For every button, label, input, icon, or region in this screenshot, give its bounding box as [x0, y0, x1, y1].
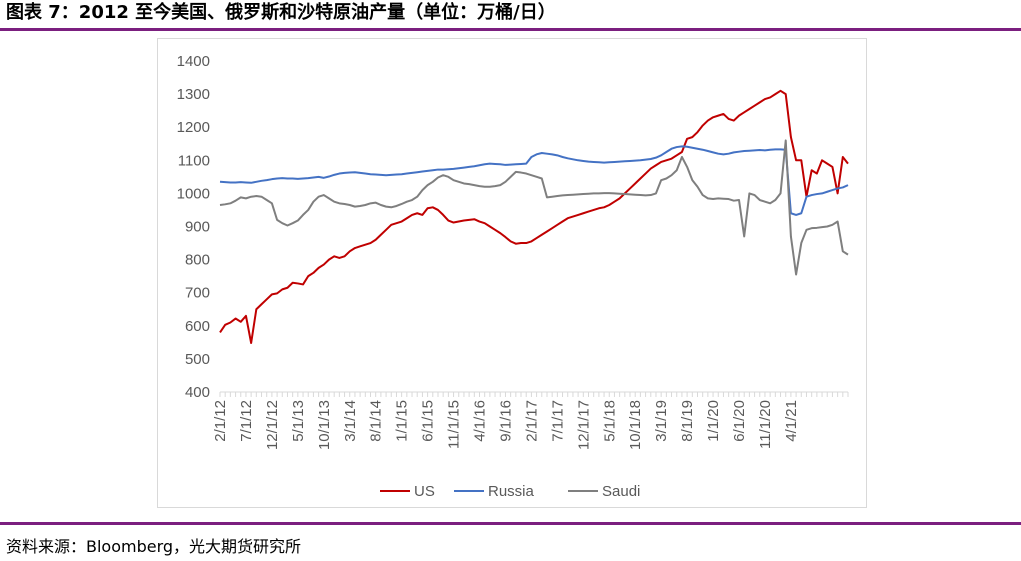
x-tick-label: 5/1/13 [290, 400, 307, 442]
x-tick-label: 2/1/17 [523, 400, 540, 442]
x-tick-label: 10/1/13 [316, 400, 333, 450]
x-tick-label: 8/1/19 [679, 400, 696, 442]
y-tick-label: 1000 [177, 185, 210, 202]
x-tick-label: 2/1/12 [212, 400, 229, 442]
source-note: 资料来源：Bloomberg，光大期货研究所 [6, 537, 302, 556]
x-tick-label: 10/1/18 [627, 400, 644, 450]
x-tick-label: 9/1/16 [497, 400, 514, 442]
line-chart: 400 500 600 700 800 900 1000 1100 1200 1300 1400 2/… [177, 53, 849, 500]
top-rule [0, 28, 1021, 31]
x-tick-label: 6/1/20 [731, 400, 748, 442]
x-tick-label: 4/1/16 [472, 400, 489, 442]
y-tick-label: 800 [185, 252, 210, 269]
y-tick-label: 1400 [177, 53, 210, 70]
x-tick-label: 3/1/14 [342, 400, 359, 442]
x-tick-label: 8/1/14 [368, 400, 385, 442]
x-tick-label: 12/1/12 [264, 400, 281, 450]
y-tick-label: 1200 [177, 119, 210, 136]
x-tick-label: 7/1/12 [238, 400, 255, 442]
legend-label-saudi: Saudi [602, 483, 640, 500]
x-tick-label: 12/1/17 [575, 400, 592, 450]
x-tick-label: 1/1/15 [394, 400, 411, 442]
series-line-russia [219, 145, 849, 216]
chart-area: 400 500 600 700 800 900 1000 1100 1200 1300 1400 2/… [157, 38, 867, 508]
figure-title: 图表 7：2012 至今美国、俄罗斯和沙特原油产量（单位：万桶/日） [6, 2, 556, 23]
series-line-saudi [219, 139, 849, 276]
x-tick-label: 1/1/20 [705, 400, 722, 442]
y-tick-label: 400 [185, 384, 210, 401]
legend-label-russia: Russia [488, 483, 535, 500]
series-line-us [219, 89, 849, 345]
x-tick-label: 3/1/19 [653, 400, 670, 442]
legend-label-us: US [414, 483, 435, 500]
y-tick-label: 1300 [177, 86, 210, 103]
y-tick-label: 900 [185, 219, 210, 236]
x-tick-label: 6/1/15 [420, 400, 437, 442]
x-tick-label: 11/1/15 [446, 400, 463, 449]
y-tick-label: 600 [185, 318, 210, 335]
y-tick-label: 500 [185, 351, 210, 368]
x-tick-label: 7/1/17 [549, 400, 566, 442]
y-tick-label: 1100 [178, 152, 210, 169]
y-tick-label: 700 [185, 285, 210, 302]
x-tick-label: 4/1/21 [783, 400, 800, 442]
x-tick-label: 5/1/18 [601, 400, 618, 442]
x-tick-label: 11/1/20 [757, 400, 774, 449]
bottom-rule [0, 522, 1021, 525]
